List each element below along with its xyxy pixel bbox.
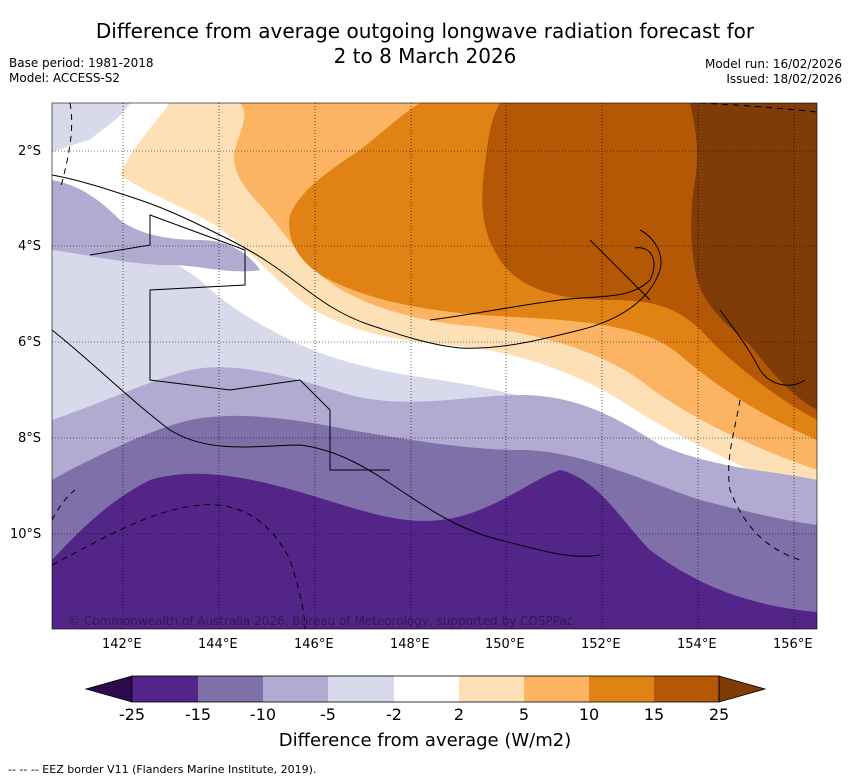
lat-label-4s: 4°S	[18, 239, 42, 254]
model-name: Model: ACCESS-S2	[9, 71, 121, 85]
colorbar-bin-3	[263, 676, 328, 702]
eez-legend: -- -- -- EEZ border V11 (Flanders Marine…	[8, 763, 317, 776]
lon-label-142e: 142°E	[102, 637, 142, 652]
cb-label-10: 25	[708, 705, 730, 724]
map-frame	[51, 102, 818, 630]
png-southcoast	[52, 329, 601, 557]
graticule	[52, 103, 817, 629]
colorbar-extend-low	[84, 675, 133, 703]
meta-left: Base period: 1981-2018 Model: ACCESS-S2	[9, 56, 154, 86]
cb-label-9: 15	[643, 705, 665, 724]
lat-label-10s: 10°S	[10, 527, 42, 542]
new-britain-coast	[429, 247, 655, 321]
lat-label-8s: 8°S	[18, 431, 42, 446]
cb-label-4: -5	[320, 705, 336, 724]
lat-label-2s: 2°S	[18, 144, 42, 159]
colorbar-bin-5	[394, 676, 459, 702]
cb-label-7: 5	[518, 705, 530, 724]
coastlines	[52, 103, 817, 629]
lon-label-144e: 144°E	[198, 637, 238, 652]
colorbar-title: Difference from average (W/m2)	[278, 730, 572, 751]
anomaly-field	[52, 103, 817, 629]
cb-label-8: 10	[578, 705, 600, 724]
eez-northwest	[59, 103, 73, 191]
model-run: Model run: 16/02/2026	[704, 57, 842, 71]
colorbar	[84, 675, 767, 703]
lon-label-148e: 148°E	[390, 637, 430, 652]
band-minus10-minus5-west	[52, 180, 260, 272]
eez-east	[728, 399, 801, 561]
eez-southwest	[52, 504, 306, 629]
map-credit: © Commonwealth of Australia 2026, Bureau…	[68, 614, 574, 628]
band-over25	[690, 103, 817, 410]
lon-label-156e: 156°E	[773, 637, 813, 652]
png-provinces	[89, 214, 390, 471]
eez-southwest-2	[52, 489, 76, 521]
colorbar-extend-high	[718, 675, 767, 703]
bougainville	[719, 309, 806, 386]
cb-label-2: -15	[184, 705, 212, 724]
cb-label-6: 2	[453, 705, 465, 724]
colorbar-bin-1	[132, 676, 198, 702]
lon-label-154e: 154°E	[677, 637, 717, 652]
colorbar-bin-4	[328, 676, 394, 702]
cb-label-5: -2	[386, 705, 402, 724]
lon-label-146e: 146°E	[294, 637, 334, 652]
band-minus25-minus15	[52, 470, 817, 629]
cb-label-1: -25	[118, 705, 146, 724]
new-guinea-coast	[52, 174, 662, 349]
lat-label-6s: 6°S	[18, 335, 42, 350]
issued-date: Issued: 18/02/2026	[726, 72, 842, 86]
colorbar-bin-8	[589, 676, 654, 702]
colorbar-bin-2	[198, 676, 263, 702]
colorbar-bin-7	[524, 676, 589, 702]
base-period: Base period: 1981-2018	[9, 56, 154, 70]
chart-title: Difference from average outgoing longwav…	[0, 19, 850, 69]
colorbar-frame	[131, 675, 720, 703]
cb-label-3: -10	[249, 705, 277, 724]
eez-northeast	[699, 103, 817, 113]
colorbar-bin-6	[459, 676, 524, 702]
chart-title-line2: 2 to 8 March 2026	[333, 44, 517, 68]
colorbar-bin-9	[654, 676, 719, 702]
meta-right: Model run: 16/02/2026 Issued: 18/02/2026	[705, 57, 842, 87]
lon-label-152e: 152°E	[581, 637, 621, 652]
chart-title-line1: Difference from average outgoing longwav…	[95, 19, 755, 43]
lon-label-150e: 150°E	[485, 637, 525, 652]
